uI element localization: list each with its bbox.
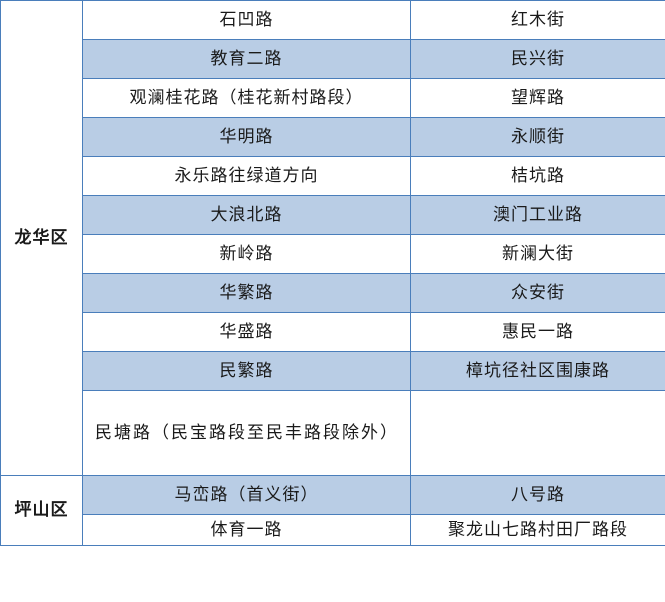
table-row: 新岭路 新澜大街 xyxy=(1,234,665,274)
road-b-cell: 新澜大街 xyxy=(410,234,665,274)
table-row: 龙华区 石凹路 红木街 xyxy=(0,0,665,476)
road-b-cell xyxy=(410,390,665,476)
table-row: 民繁路 樟坑径社区围康路 xyxy=(1,351,665,391)
road-a-cell: 华明路 xyxy=(82,117,411,157)
district-cell-pingshan: 坪山区 xyxy=(0,475,83,546)
road-a-cell: 教育二路 xyxy=(82,39,411,79)
road-a-cell: 大浪北路 xyxy=(82,195,411,235)
road-b-cell: 桔坑路 xyxy=(410,156,665,196)
road-a-cell: 体育一路 xyxy=(82,514,411,546)
road-b-cell: 澳门工业路 xyxy=(410,195,665,235)
road-restriction-table: 龙华区 石凹路 红木街 教育二路 民兴街 观澜桂花路（桂花新村路段） 望辉路 华… xyxy=(0,0,665,546)
road-b-cell: 红木街 xyxy=(410,0,665,40)
road-a-cell: 华盛路 xyxy=(82,312,411,352)
road-b-cell: 众安街 xyxy=(410,273,665,313)
table-row: 华繁路 众安街 xyxy=(1,273,665,313)
table-row: 观澜桂花路（桂花新村路段） 望辉路 xyxy=(1,78,665,118)
table-row: 体育一路 聚龙山七路村田厂路段 xyxy=(1,514,665,546)
table-row: 华明路 永顺街 xyxy=(1,117,665,157)
table-row: 教育二路 民兴街 xyxy=(1,39,665,79)
road-b-cell: 永顺街 xyxy=(410,117,665,157)
table-row: 坪山区 马峦路（首义街） 八号路 xyxy=(0,475,665,546)
road-a-cell: 马峦路（首义街） xyxy=(82,475,411,515)
road-a-cell: 石凹路 xyxy=(82,0,411,40)
road-a-cell: 华繁路 xyxy=(82,273,411,313)
district-cell-longhua: 龙华区 xyxy=(0,0,83,476)
road-a-cell: 民繁路 xyxy=(82,351,411,391)
road-a-cell: 新岭路 xyxy=(82,234,411,274)
road-b-cell: 樟坑径社区围康路 xyxy=(410,351,665,391)
road-a-cell: 观澜桂花路（桂花新村路段） xyxy=(82,78,411,118)
table-body: 龙华区 石凹路 红木街 教育二路 民兴街 观澜桂花路（桂花新村路段） 望辉路 华… xyxy=(0,0,665,546)
road-b-cell: 聚龙山七路村田厂路段 xyxy=(410,514,665,546)
road-b-cell: 惠民一路 xyxy=(410,312,665,352)
table-row: 民塘路（民宝路段至民丰路段除外） xyxy=(1,390,665,476)
road-b-cell: 望辉路 xyxy=(410,78,665,118)
road-a-cell: 民塘路（民宝路段至民丰路段除外） xyxy=(82,390,411,476)
road-b-cell: 八号路 xyxy=(410,475,665,515)
road-a-cell: 永乐路往绿道方向 xyxy=(82,156,411,196)
table-row: 大浪北路 澳门工业路 xyxy=(1,195,665,235)
table-row: 永乐路往绿道方向 桔坑路 xyxy=(1,156,665,196)
road-b-cell: 民兴街 xyxy=(410,39,665,79)
table-row: 华盛路 惠民一路 xyxy=(1,312,665,352)
